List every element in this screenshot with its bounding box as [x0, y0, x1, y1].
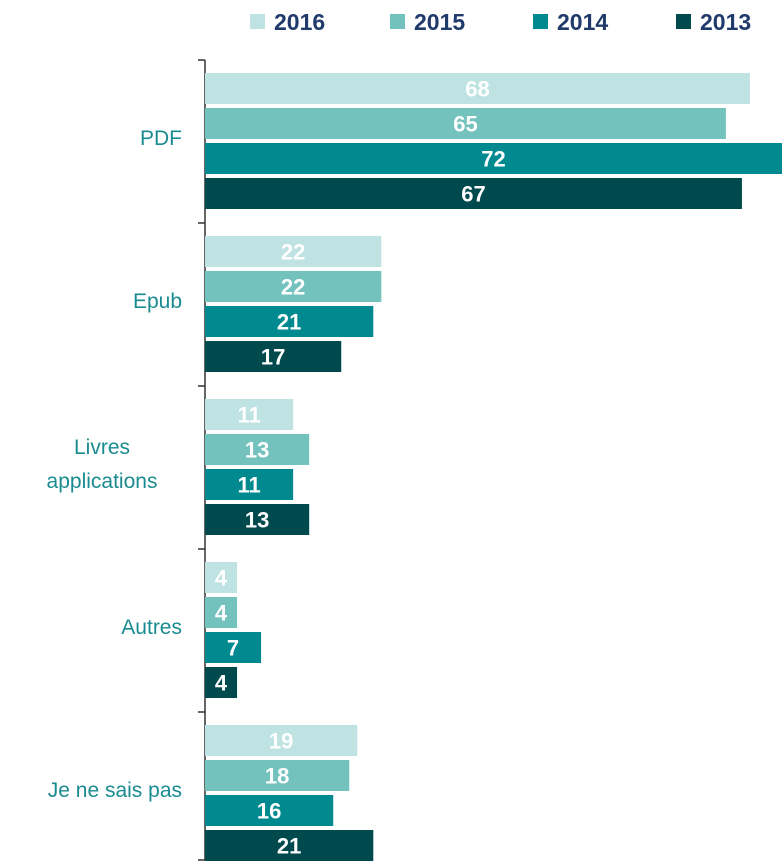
bar [205, 306, 374, 337]
bar-label: 4 [215, 601, 228, 626]
bar [205, 504, 310, 535]
bar-label: 68 [465, 77, 489, 102]
bar-label: 67 [461, 182, 485, 207]
bar [205, 271, 382, 302]
bar [205, 469, 294, 500]
bar-label: 13 [245, 438, 269, 463]
bar [205, 399, 294, 430]
bar [205, 597, 238, 628]
bar [205, 725, 358, 756]
category-text: Autres [121, 615, 182, 639]
bar-label: 18 [265, 764, 289, 789]
legend-label: 2013 [700, 9, 751, 35]
legend-label: 2014 [557, 9, 608, 35]
legend-label: 2016 [274, 9, 325, 35]
category-text: Livres applications [46, 435, 158, 493]
bar [205, 795, 334, 826]
bar-label: 22 [281, 275, 305, 300]
bar [205, 108, 726, 139]
bar-label: 13 [245, 508, 269, 533]
legend-swatch [676, 14, 691, 29]
legend-swatch [250, 14, 265, 29]
bar [205, 434, 310, 465]
bar [205, 73, 750, 104]
category-label: Livres applications [2, 431, 182, 499]
bar-label: 11 [237, 403, 260, 428]
category-text: PDF [140, 126, 182, 150]
bar-label: 7 [227, 636, 239, 661]
bar-label: 22 [281, 240, 305, 265]
category-label: Je ne sais pas [2, 774, 182, 808]
bar [205, 562, 238, 593]
bar-label: 16 [257, 799, 281, 824]
bar [205, 143, 782, 174]
bar [205, 178, 742, 209]
bar-label: 4 [215, 671, 228, 696]
bar-label: 21 [277, 310, 301, 335]
bar-label: 17 [261, 345, 285, 370]
bar-label: 19 [269, 729, 293, 754]
bar [205, 760, 350, 791]
category-label: Epub [2, 285, 182, 319]
bar-label: 21 [277, 834, 301, 859]
category-text: Epub [132, 289, 182, 313]
bar [205, 341, 342, 372]
bar-label: 72 [481, 147, 505, 172]
bar [205, 236, 382, 267]
bar [205, 830, 374, 861]
bar-label: 65 [453, 112, 477, 137]
category-label: PDF [2, 122, 182, 156]
bar [205, 632, 262, 663]
category-text: Je ne sais pas [47, 778, 182, 802]
bar-label: 11 [237, 473, 260, 498]
legend-label: 2015 [414, 9, 465, 35]
legend-swatch [533, 14, 548, 29]
category-label: Autres [2, 611, 182, 645]
bar [205, 667, 238, 698]
legend-swatch [390, 14, 405, 29]
bar-label: 4 [215, 566, 228, 591]
